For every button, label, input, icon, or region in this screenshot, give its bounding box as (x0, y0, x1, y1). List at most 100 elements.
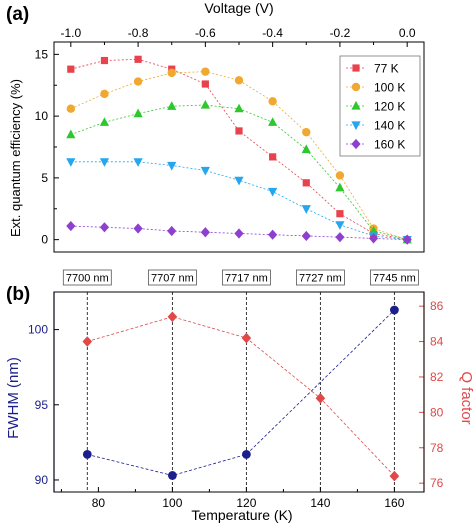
data-point-100k (201, 67, 210, 76)
x-tick-label: -0.4 (262, 26, 283, 40)
wavelength-label-box (221, 269, 271, 286)
panel-b-x-axis-title: Temperature (K) (191, 507, 292, 523)
data-point-120k (301, 144, 311, 154)
series-line-100k (70, 71, 408, 241)
data-point-160k (133, 223, 143, 234)
data-point-fwhm (242, 450, 251, 459)
panel-a-plot-frame (53, 41, 425, 253)
data-point-120k (167, 101, 177, 110)
y-tick-label: 95 (35, 398, 49, 412)
wavelength-label-box (62, 269, 112, 286)
data-point-120k (66, 129, 76, 139)
legend-marker (351, 121, 361, 131)
legend-marker (352, 64, 360, 72)
data-point-160k (368, 233, 379, 244)
data-point-100k (234, 76, 244, 85)
data-point-qfactor (241, 332, 252, 344)
wavelength-label: 7727 nm (299, 273, 342, 285)
data-point-140k (133, 158, 143, 167)
panel-b-plot-frame (53, 291, 425, 493)
panel-b-label: (b) (6, 284, 30, 305)
data-point-140k (234, 176, 244, 186)
panel-a: (a) Voltage (V) Ext. quantum efficiency … (6, 0, 425, 253)
data-point-140k (99, 158, 110, 167)
data-point-160k (335, 232, 345, 243)
y-tick-label: 5 (41, 171, 48, 185)
legend-marker (351, 100, 361, 110)
data-point-120k (99, 117, 110, 126)
data-point-77k (269, 153, 277, 161)
legend-label: 140 K (374, 119, 405, 133)
x-tick-label: -0.2 (330, 26, 351, 40)
data-point-160k (301, 230, 311, 242)
panel-b-left-y-axis-title: FWHM (nm) (5, 357, 22, 439)
panel-a-y-axis-title: Ext. quantum efficiency (%) (8, 79, 23, 237)
legend-label: 120 K (374, 100, 405, 114)
y2-tick-label: 76 (430, 476, 444, 490)
x-tick-label: 100 (162, 496, 182, 510)
panel-a-label: (a) (6, 4, 29, 25)
data-point-140k (200, 166, 210, 176)
data-point-77k (201, 80, 209, 88)
data-point-160k (200, 227, 210, 238)
data-point-140k (268, 187, 278, 197)
data-point-fwhm (390, 305, 399, 315)
series-line-140k (70, 161, 408, 241)
data-point-qfactor (167, 311, 178, 323)
data-point-100k (66, 104, 76, 113)
y-tick-label: 10 (35, 109, 49, 123)
x-tick-label: 120 (236, 496, 256, 510)
panel-a-legend: 77 K 100 K 120 K 140 K 160 K (339, 55, 421, 157)
data-point-160k (167, 225, 177, 237)
wavelength-label: 7707 nm (151, 273, 194, 285)
y2-tick-label: 80 (430, 405, 444, 419)
data-point-100k (133, 77, 143, 86)
data-point-fwhm (168, 471, 177, 480)
data-point-77k (302, 179, 310, 187)
data-point-120k (234, 103, 244, 113)
panel-a-x-axis-title: Voltage (V) (204, 0, 273, 16)
y-tick-label: 0 (41, 233, 48, 247)
legend-label: 77 K (374, 62, 399, 76)
data-point-77k (235, 127, 243, 135)
y2-tick-label: 84 (430, 335, 444, 349)
x-tick-label: -1.0 (60, 26, 81, 40)
y-tick-label: 15 (35, 47, 49, 61)
legend-marker (351, 82, 361, 92)
wavelength-label-box (369, 269, 419, 286)
data-point-fwhm (82, 450, 92, 459)
y2-tick-label: 86 (430, 299, 444, 313)
data-point-100k (100, 89, 109, 99)
panel-b: (b) Temperature (K) FWHM (nm) Q factor 7… (5, 269, 474, 523)
wavelength-label-box (147, 269, 197, 286)
data-point-100k (167, 68, 176, 78)
data-point-160k (234, 228, 244, 239)
y2-tick-label: 82 (430, 370, 444, 384)
data-point-77k (134, 55, 142, 63)
legend-label: 160 K (374, 138, 405, 152)
data-point-160k (66, 220, 76, 232)
data-point-120k (200, 99, 210, 109)
y2-tick-label: 78 (430, 441, 444, 455)
legend-marker (351, 138, 361, 150)
wavelength-label-box (295, 269, 345, 286)
data-point-qfactor (315, 392, 326, 404)
data-point-qfactor (389, 470, 400, 482)
data-point-77k (336, 210, 344, 218)
y-tick-label: 100 (28, 323, 48, 337)
data-point-160k (99, 222, 110, 233)
data-point-qfactor (82, 336, 93, 347)
y-tick-label: 90 (35, 473, 49, 487)
wavelength-label: 7700 nm (66, 273, 109, 285)
wavelength-label: 7745 nm (373, 273, 416, 285)
data-point-77k (100, 56, 109, 65)
series-line-fwhm (87, 309, 395, 476)
x-tick-label: 160 (384, 496, 404, 510)
wavelength-label: 7717 nm (225, 273, 268, 285)
data-point-77k (67, 65, 75, 73)
data-point-100k (335, 171, 345, 180)
legend-label: 100 K (374, 81, 405, 95)
series-line-qfactor (87, 316, 395, 477)
data-point-140k (66, 158, 76, 167)
data-point-100k (302, 127, 311, 137)
